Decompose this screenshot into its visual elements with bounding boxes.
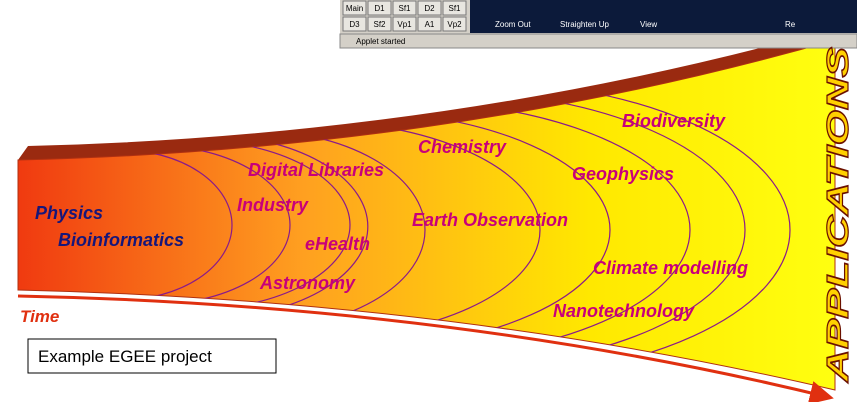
caption: Example EGEE project <box>38 347 212 366</box>
applet-button-label[interactable]: D2 <box>424 4 435 13</box>
status-text: Applet started <box>356 37 405 46</box>
toolbar-button[interactable]: View <box>640 20 657 29</box>
applet-button-label[interactable]: Vp2 <box>447 20 462 29</box>
applet-button-label[interactable]: Sf1 <box>448 4 461 13</box>
applet-button-label[interactable]: Vp1 <box>397 20 412 29</box>
application-label: Earth Observation <box>412 210 568 230</box>
applet-button-label[interactable]: D1 <box>374 4 385 13</box>
application-label: Nanotechnology <box>553 301 695 321</box>
application-label: Biodiversity <box>622 111 726 131</box>
application-label: Industry <box>237 195 309 215</box>
applet-button-label[interactable]: A1 <box>425 20 435 29</box>
applet-button-label[interactable]: Sf1 <box>398 4 411 13</box>
applet-button-label[interactable]: D3 <box>349 20 360 29</box>
diagram: Main D1 Sf1 D2 Sf1 D3 Sf2 Vp1 A1 Vp2 Zoom Out Strai… <box>0 0 857 402</box>
application-label: Geophysics <box>572 164 674 184</box>
application-label: eHealth <box>305 234 370 254</box>
application-label: Digital Libraries <box>248 160 384 180</box>
page: {"applet": {"buttons": [["Main", "D1", "… <box>0 0 857 402</box>
application-label: Astronomy <box>259 273 356 293</box>
side-title: APPLICATIONS <box>820 47 855 384</box>
field-label: Physics <box>35 203 103 223</box>
status-bar <box>340 34 857 48</box>
applet-button-label[interactable]: Main <box>346 4 363 13</box>
field-label: Bioinformatics <box>58 230 184 250</box>
toolbar-button[interactable]: Re <box>785 20 796 29</box>
toolbar-button[interactable]: Straighten Up <box>560 20 609 29</box>
applet-button-label[interactable]: Sf2 <box>373 20 386 29</box>
time-label: Time <box>20 307 59 326</box>
application-label: Chemistry <box>418 137 507 157</box>
application-label: Climate modelling <box>593 258 748 278</box>
toolbar-button[interactable]: Zoom Out <box>495 20 531 29</box>
